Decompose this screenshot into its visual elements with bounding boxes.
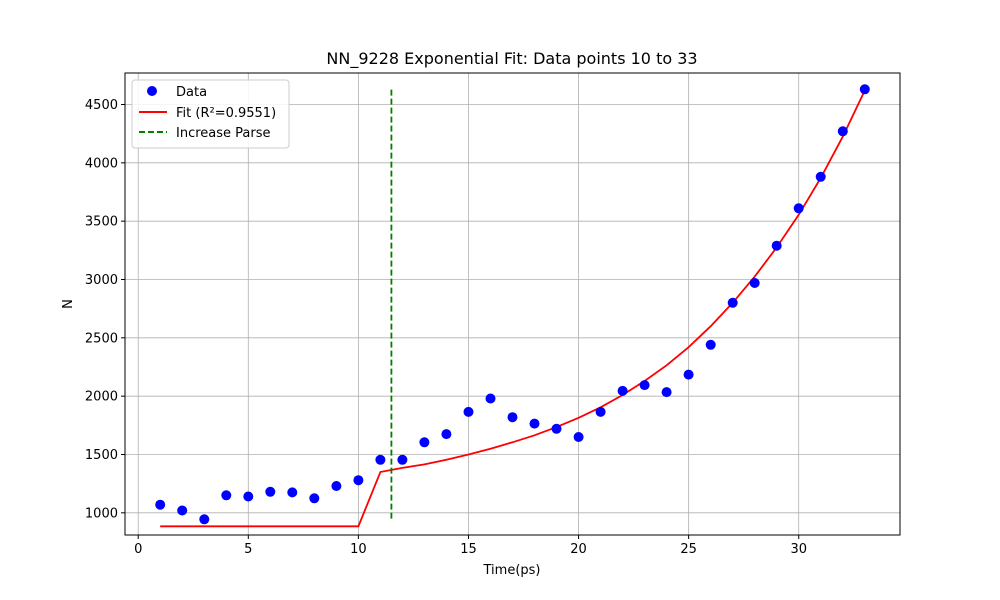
fit-line [160, 90, 866, 528]
data-point [243, 491, 254, 502]
y-axis-label: N [61, 299, 76, 309]
data-point [837, 126, 848, 137]
y-tick-label: 2000 [85, 390, 118, 405]
data-point [749, 278, 760, 288]
data-point [397, 454, 408, 465]
data-point [683, 369, 694, 380]
data-point [287, 487, 298, 498]
x-tick-label: 15 [460, 542, 477, 557]
data-point [309, 493, 320, 504]
legend-label-fit: Fit (R²=0.9551) [176, 106, 276, 121]
x-tick-label: 20 [570, 542, 587, 557]
data-point [463, 406, 474, 417]
data-point [595, 406, 606, 417]
data-point [727, 297, 738, 308]
data-point [617, 385, 628, 396]
data-point [793, 203, 804, 214]
y-axis-ticks: 1000 1500 2000 2500 3000 3500 4000 4500 [85, 98, 125, 521]
data-point [661, 387, 672, 398]
y-tick-label: 1500 [85, 448, 118, 463]
data-point [771, 240, 782, 251]
x-axis-label: Time(ps) [483, 563, 541, 578]
data-point [815, 171, 826, 182]
chart-title: NN_9228 Exponential Fit: Data points 10 … [326, 49, 697, 69]
data-point [199, 514, 210, 525]
y-tick-label: 2500 [85, 331, 118, 346]
legend-label-data: Data [176, 85, 207, 100]
data-point [529, 418, 540, 429]
data-point [441, 429, 452, 440]
data-point [485, 393, 496, 404]
data-point [265, 486, 276, 497]
y-tick-label: 3000 [85, 273, 118, 288]
grid [125, 73, 900, 535]
y-tick-label: 4500 [85, 98, 118, 113]
data-point [639, 380, 650, 391]
data-point [155, 499, 166, 510]
y-tick-label: 4000 [85, 156, 118, 171]
data-point [573, 432, 584, 442]
fit-line-layer [160, 90, 866, 528]
legend-label-increase-parse: Increase Parse [176, 126, 271, 141]
data-point [859, 84, 870, 95]
y-tick-label: 3500 [85, 215, 118, 230]
x-tick-label: 30 [790, 542, 807, 557]
data-point [177, 505, 188, 516]
plot-frame [124, 72, 901, 536]
data-point [331, 481, 342, 491]
data-point [419, 437, 430, 448]
legend-marker-data [147, 86, 157, 96]
x-tick-label: 25 [680, 542, 697, 557]
data-points-layer [155, 84, 870, 525]
data-point [551, 423, 562, 434]
legend: Data Fit (R²=0.9551) Increase Parse [131, 79, 290, 149]
x-axis-ticks: 0 5 10 15 20 25 30 [134, 535, 807, 557]
y-tick-label: 1000 [85, 506, 118, 521]
legend-box [131, 79, 290, 149]
x-tick-label: 10 [350, 542, 367, 557]
data-point [353, 475, 364, 486]
data-point [221, 490, 232, 501]
data-point [375, 454, 386, 465]
data-point [705, 339, 716, 350]
data-point [507, 412, 518, 423]
x-tick-label: 5 [244, 542, 252, 557]
x-tick-label: 0 [134, 542, 142, 557]
